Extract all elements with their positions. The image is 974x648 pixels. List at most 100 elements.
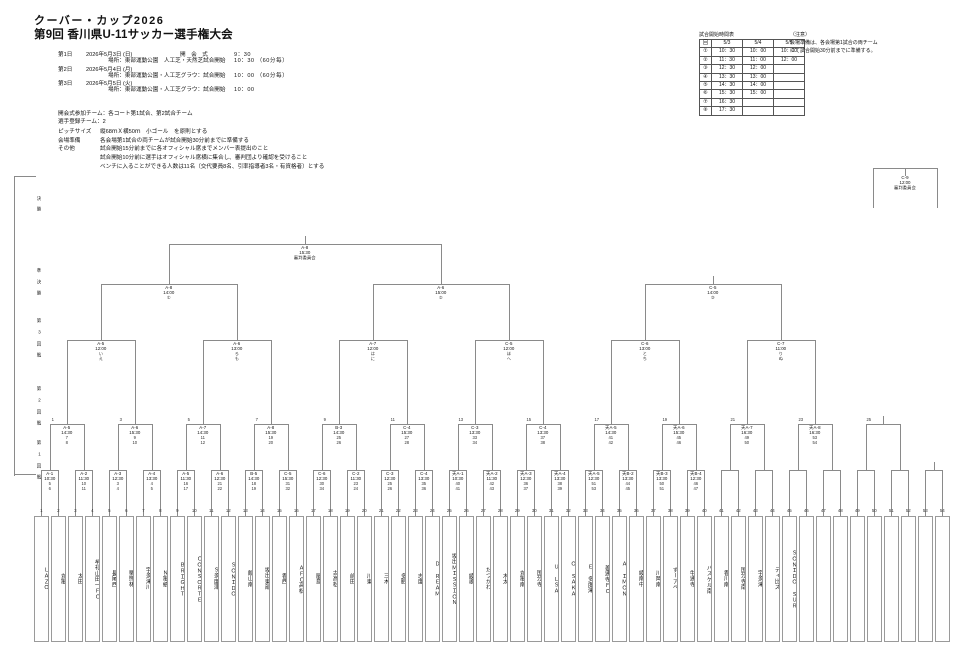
match-node[interactable]: 天A-1 10:30 40 41 — [442, 471, 474, 491]
team-slot[interactable]: ＢＲＩＧＨＴ — [170, 516, 185, 642]
match-node[interactable]: A-8 14:00 ① — [153, 285, 185, 301]
match-node[interactable]: A-6 15:00 ② — [425, 285, 457, 301]
team-slot[interactable]: 綾南中 — [629, 516, 644, 642]
match-node[interactable]: C-4 15:30 27 28 — [391, 425, 423, 445]
team-slot[interactable]: 牛通寺 — [680, 516, 695, 642]
team-slot[interactable]: 国分寺南 — [731, 516, 746, 642]
team-slot[interactable]: 栗熊林 — [119, 516, 134, 642]
team-slot[interactable]: Ｓ多度津 — [204, 516, 219, 642]
team-slot[interactable] — [833, 516, 848, 642]
match-node[interactable]: A-8 15:30 審判委員会 — [289, 245, 321, 261]
team-slot[interactable] — [901, 516, 916, 642]
team-slot[interactable]: 坂出東部 — [255, 516, 270, 642]
match-node[interactable]: C-3 12:30 25 26 — [374, 471, 406, 491]
team-slot[interactable]: 志度 — [408, 516, 423, 642]
match-node[interactable]: C-7 11:00 りぬ — [765, 341, 797, 361]
team-slot[interactable]: 丸亀南 — [510, 516, 525, 642]
team-slot[interactable] — [850, 516, 865, 642]
team-slot[interactable] — [884, 516, 899, 642]
match-node[interactable]: A-1 10:30 5 6 — [34, 471, 66, 491]
team-slot[interactable]: 屋島 — [306, 516, 321, 642]
team-slot[interactable]: 古高松 — [323, 516, 338, 642]
match-node[interactable]: C-5 15:30 31 32 — [272, 471, 304, 491]
match-node[interactable]: C-6 13:00 とち — [629, 341, 661, 361]
match-slot-upper: 18 — [251, 480, 257, 486]
match-node[interactable]: 天B-2 13:30 44 45 — [612, 471, 644, 491]
match-node[interactable]: C-5 12:00 ほへ — [493, 341, 525, 361]
match-node[interactable]: 天A-2 11:30 42 43 — [476, 471, 508, 491]
team-slot[interactable]: Ｎ亀紙 — [153, 516, 168, 642]
team-slot[interactable]: 三木 — [374, 516, 389, 642]
match-node[interactable]: C-4 13:30 35 36 — [408, 471, 440, 491]
team-slot[interactable] — [867, 516, 882, 642]
match-node[interactable]: C-5 14:00 ③ — [697, 285, 729, 301]
match-node[interactable]: C-4 13:30 37 38 — [527, 425, 559, 445]
team-slot[interactable]: バスケル南 — [697, 516, 712, 642]
bracket-line — [508, 284, 510, 332]
match-node[interactable]: A-6 15:30 9 10 — [119, 425, 151, 445]
team-slot[interactable]: Ｕ ＬＳＡ — [544, 516, 559, 642]
match-node[interactable]: A-3 12:30 3 4 — [102, 471, 134, 491]
match-node[interactable]: A-4 13:30 4 5 — [136, 471, 168, 491]
team-slot[interactable]: ＳＯＮＩＤＯ ＳＵＲ — [782, 516, 797, 642]
match-node[interactable]: C-9 12:00 審判委員会 — [889, 175, 921, 191]
match-node[interactable]: C-6 12:30 30 34 — [306, 471, 338, 491]
match-node[interactable]: 天A-7 16:30 49 50 — [731, 425, 763, 445]
match-node[interactable]: A-5 11:30 16 17 — [170, 471, 202, 491]
team-slot[interactable]: 前田 — [340, 516, 355, 642]
match-node[interactable]: A-6 12:30 21 22 — [204, 471, 236, 491]
match-node[interactable]: 天A-8 16:30 53 54 — [799, 425, 831, 445]
team-slot[interactable]: Ｅ 多度津 — [578, 516, 593, 642]
match-node[interactable]: A-6 13:00 ろも — [221, 341, 253, 361]
team-slot[interactable]: 木太 — [493, 516, 508, 642]
team-slot[interactable]: Ｄ ＲＥＡＭ — [425, 516, 440, 642]
team-slot[interactable]: 太田 — [68, 516, 83, 642]
match-node[interactable]: C-3 13:30 33 34 — [459, 425, 491, 445]
team-slot[interactable]: 多肥 — [391, 516, 406, 642]
match-node[interactable]: 天A-5 12:30 51 53 — [578, 471, 610, 491]
team-slot[interactable] — [816, 516, 831, 642]
team-slot[interactable]: 宇多津川 — [136, 516, 151, 642]
team-slot[interactable]: 善通寺ＦＣ — [595, 516, 610, 642]
team-slot[interactable]: 国分寺 — [527, 516, 542, 642]
team-slot[interactable] — [935, 516, 950, 642]
match-node[interactable]: 天B-4 12:30 46 47 — [680, 471, 712, 491]
team-slot[interactable]: 川岡南 — [646, 516, 661, 642]
match-node[interactable]: C-2 11:30 23 24 — [340, 471, 372, 491]
team-slot[interactable]: 牟礼山田一ＦＣ — [85, 516, 100, 642]
team-slot[interactable]: 長尾西 — [102, 516, 117, 642]
team-slot[interactable] — [918, 516, 933, 642]
team-slot[interactable]: 丸亀 — [51, 516, 66, 642]
team-slot[interactable]: 香西 — [272, 516, 287, 642]
team-slot[interactable]: 飯山南 — [238, 516, 253, 642]
bracket-line — [942, 470, 943, 506]
match-node[interactable]: A-7 14:30 11 12 — [187, 425, 219, 445]
team-slot[interactable]: ＣＯＮＳＯＲＴＥ — [187, 516, 202, 642]
team-slot[interactable]: 宇多津 — [748, 516, 763, 642]
match-node[interactable]: A-7 12:00 はに — [357, 341, 389, 361]
match-node[interactable]: 天A-5 14:30 41 42 — [595, 425, 627, 445]
match-node[interactable]: A-5 12:00 いえ — [85, 341, 117, 361]
match-node[interactable]: A-2 11:30 10 11 — [68, 471, 100, 491]
team-slot[interactable]: ＬＡＺＯ — [34, 516, 49, 642]
match-node[interactable]: A-8 15:30 19 20 — [255, 425, 287, 445]
team-slot[interactable]: 川東 — [357, 516, 372, 642]
team-slot[interactable]: ずーアベ — [663, 516, 678, 642]
team-slot[interactable]: ディ比ズ — [765, 516, 780, 642]
match-node[interactable]: B-5 14:30 18 19 — [238, 471, 270, 491]
team-slot[interactable]: 香川南 — [714, 516, 729, 642]
team-slot[interactable]: たつかわ — [476, 516, 491, 642]
match-node[interactable]: 天A-4 13:30 38 39 — [544, 471, 576, 491]
match-node[interactable]: B-3 14:30 25 26 — [323, 425, 355, 445]
match-node[interactable]: 天A-3 12:30 36 37 — [510, 471, 542, 491]
team-slot[interactable]: ＡＦＣ高松 — [289, 516, 304, 642]
team-slot[interactable]: 綾歌 — [459, 516, 474, 642]
team-slot[interactable]: 坂出ＭＩＳＳＩＯＮ — [442, 516, 457, 642]
match-node[interactable]: A-5 14:30 7 8 — [51, 425, 83, 445]
team-slot[interactable]: Ａ ＩＭＯＮ — [612, 516, 627, 642]
match-node[interactable]: 天A-6 15:30 45 46 — [663, 425, 695, 445]
team-slot[interactable]: ＳＯＮＩＤＯ — [221, 516, 236, 642]
team-slot[interactable]: Ｏ ＳＡＫＡ — [561, 516, 576, 642]
team-slot[interactable] — [799, 516, 814, 642]
match-node[interactable]: 天B-3 13:30 50 51 — [646, 471, 678, 491]
